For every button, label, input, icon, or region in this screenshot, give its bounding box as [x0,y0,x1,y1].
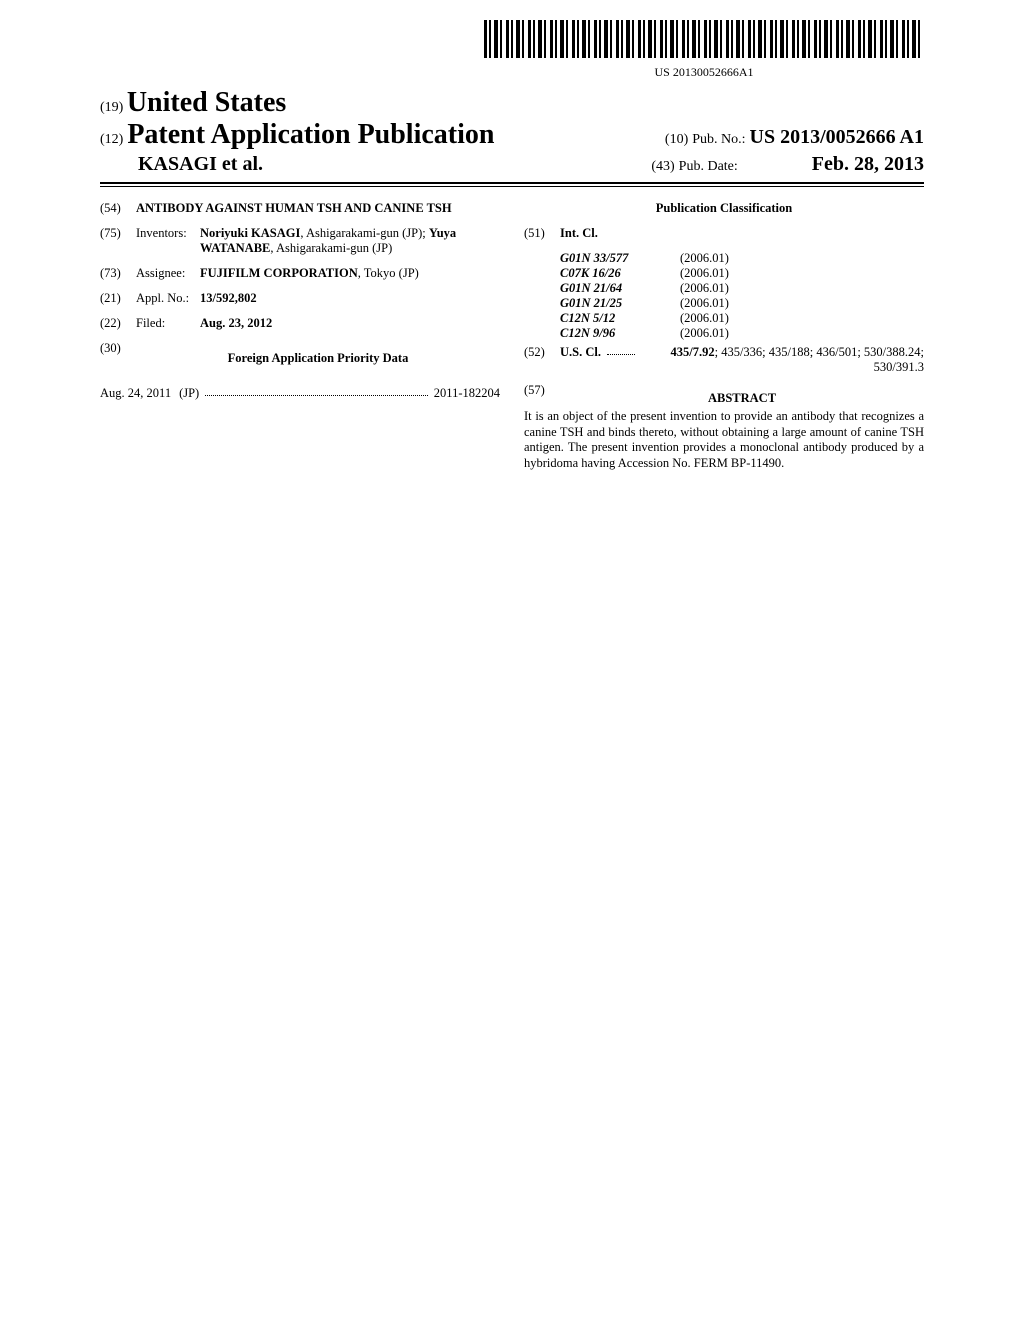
pub-date: Feb. 28, 2013 [812,153,924,175]
inventors-label: Inventors: [136,226,200,256]
inventors-list: Noriyuki KASAGI, Ashigarakami-gun (JP); … [200,226,500,256]
intcl-year: (2006.01) [680,251,729,266]
inventor-name: Noriyuki KASAGI [200,226,300,240]
uscl-label: U.S. Cl. [560,345,601,375]
priority-date: Aug. 24, 2011 [100,386,171,401]
title-code: (54) [100,201,136,216]
inventor-loc: Ashigarakami-gun (JP) [276,241,392,255]
divider-thick [100,182,924,184]
uscl-field: (52) U.S. Cl. 435/7.92; 435/336; 435/188… [524,345,924,375]
pub-no-block: (10) Pub. No.: US 2013/0052666 A1 [665,126,924,149]
intcl-row: C12N 9/96(2006.01) [524,326,924,341]
barcode-icon [484,20,924,58]
pub-type: Patent Application Publication [127,119,494,150]
intcl-code: (51) [524,226,560,241]
left-column: (54) ANTIBODY AGAINST HUMAN TSH AND CANI… [100,201,500,472]
foreign-code: (30) [100,341,136,376]
intcl-year: (2006.01) [680,296,729,311]
assignee-code: (73) [100,266,136,281]
foreign-heading: Foreign Application Priority Data [136,351,500,366]
pub-no-code: (10) [665,132,688,147]
intcl-row: G01N 21/25(2006.01) [524,296,924,311]
intcl-class: G01N 21/64 [560,281,680,296]
authors-line: KASAGI et al. (43) Pub. Date: Feb. 28, 2… [100,153,924,176]
intcl-year: (2006.01) [680,311,729,326]
appl-code: (21) [100,291,136,306]
abstract-code: (57) [524,383,560,409]
title-field: (54) ANTIBODY AGAINST HUMAN TSH AND CANI… [100,201,500,216]
uscl-value: 435/7.92; 435/336; 435/188; 436/501; 530… [639,345,924,375]
filed-code: (22) [100,316,136,331]
country-line: (19) United States [100,87,924,119]
abstract-header: (57) ABSTRACT [524,383,924,409]
foreign-priority-field: (30) Foreign Application Priority Data [100,341,500,376]
intcl-row: C07K 16/26(2006.01) [524,266,924,281]
pub-no: US 2013/0052666 A1 [750,126,924,148]
inventors-field: (75) Inventors: Noriyuki KASAGI, Ashigar… [100,226,500,256]
patent-page: US 20130052666A1 (19) United States (12)… [0,0,1024,512]
pub-date-code: (43) [651,159,674,174]
intcl-class: C12N 5/12 [560,311,680,326]
country-code: (19) [100,100,123,115]
intcl-class: G01N 21/25 [560,296,680,311]
classification-heading: Publication Classification [524,201,924,216]
authors: KASAGI et al. [100,153,263,176]
pub-type-code: (12) [100,132,123,147]
appl-label: Appl. No.: [136,291,200,306]
uscl-code: (52) [524,345,560,375]
intcl-row: G01N 33/577(2006.01) [524,251,924,266]
intcl-year: (2006.01) [680,281,729,296]
inventor-loc: Ashigarakami-gun (JP) [306,226,422,240]
appl-no: 13/592,802 [200,291,500,306]
intcl-class: G01N 33/577 [560,251,680,266]
abstract-heading: ABSTRACT [560,391,924,406]
appl-no-field: (21) Appl. No.: 13/592,802 [100,291,500,306]
header: (19) United States (12) Patent Applicati… [100,87,924,176]
columns: (54) ANTIBODY AGAINST HUMAN TSH AND CANI… [100,201,924,472]
intcl-row: G01N 21/64(2006.01) [524,281,924,296]
intcl-field: (51) Int. Cl. [524,226,924,241]
assignee-loc: Tokyo (JP) [364,266,419,280]
barcode-area: US 20130052666A1 [100,20,924,81]
barcode-number: US 20130052666A1 [484,65,924,80]
filed-value: Aug. 23, 2012 [200,316,500,331]
inventors-code: (75) [100,226,136,256]
uscl-primary: 435/7.92 [671,345,715,359]
pub-no-label: Pub. No.: [692,132,745,147]
filed-date: Aug. 23, 2012 [200,316,272,330]
divider-thin [100,186,924,187]
assignee-field: (73) Assignee: FUJIFILM CORPORATION, Tok… [100,266,500,281]
right-column: Publication Classification (51) Int. Cl.… [524,201,924,472]
intcl-class: C12N 9/96 [560,326,680,341]
pub-date-label: Pub. Date: [679,159,738,174]
pub-type-block: (12) Patent Application Publication [100,119,494,151]
country-name: United States [127,87,286,118]
intcl-label: Int. Cl. [560,226,924,241]
invention-title: ANTIBODY AGAINST HUMAN TSH AND CANINE TS… [136,201,500,216]
priority-cc: (JP) [171,386,199,401]
uscl-dots [607,345,635,355]
publication-line: (12) Patent Application Publication (10)… [100,119,924,151]
intcl-class: C07K 16/26 [560,266,680,281]
assignee-name: FUJIFILM CORPORATION [200,266,358,280]
appl-no-value: 13/592,802 [200,291,257,305]
intcl-year: (2006.01) [680,326,729,341]
intcl-year: (2006.01) [680,266,729,281]
assignee-value: FUJIFILM CORPORATION, Tokyo (JP) [200,266,500,281]
priority-dots [205,386,428,396]
filed-label: Filed: [136,316,200,331]
intcl-row: C12N 5/12(2006.01) [524,311,924,326]
intcl-block: Int. Cl. [560,226,924,241]
filed-field: (22) Filed: Aug. 23, 2012 [100,316,500,331]
assignee-label: Assignee: [136,266,200,281]
uscl-rest: ; 435/336; 435/188; 436/501; 530/388.24;… [715,345,924,374]
priority-number: 2011-182204 [434,386,500,401]
pub-date-block: (43) Pub. Date: Feb. 28, 2013 [651,153,924,176]
priority-row: Aug. 24, 2011 (JP) 2011-182204 [100,386,500,401]
abstract-text: It is an object of the present invention… [524,409,924,472]
